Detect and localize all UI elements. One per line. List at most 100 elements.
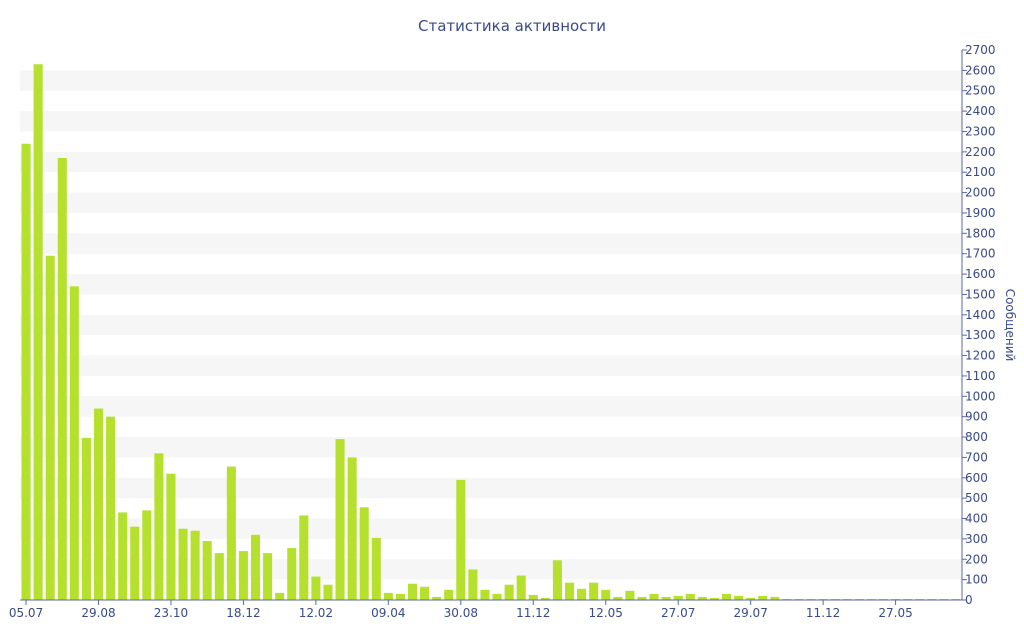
x-tick-label: 11.12 [516,606,550,620]
bar [625,590,635,600]
bar [734,595,744,600]
bar [118,512,128,600]
grid-band [20,274,962,295]
x-tick-label: 29.08 [81,606,115,620]
bar [69,286,79,600]
bars-group [21,64,961,601]
bar [33,64,43,600]
bar [540,597,550,600]
bar [371,537,381,600]
y-tick-label: 900 [965,410,988,424]
grid-band [20,314,962,336]
x-tick-label: 18.12 [226,606,260,620]
grid-band [20,437,962,458]
y-tick-label: 1100 [965,369,996,383]
grid-band [20,477,962,499]
y-tick-label: 200 [965,552,988,566]
bar [420,586,430,600]
y-tick-label: 600 [965,471,988,485]
y-tick-label: 2600 [965,63,996,77]
bar [383,592,393,600]
bar [504,584,514,600]
y-tick-label: 1800 [965,226,996,240]
grid-band [20,233,962,254]
x-axis-ticks: 05.07 29.08 23.10 18.12 12.02 09.04 30.08 11.12… [9,600,913,620]
x-tick-label: 29.07 [733,606,767,620]
grid-bands [20,70,962,580]
grid-band [20,518,962,539]
x-tick-label: 05.07 [9,606,43,620]
bar [637,596,647,600]
bar [154,453,164,600]
bar [238,551,248,600]
y-tick-label: 1500 [965,287,996,301]
bar [347,457,357,600]
bar [601,589,611,600]
bar [866,598,876,600]
bar [661,596,671,600]
bar [830,598,840,600]
bar [903,598,913,600]
bar [613,596,623,600]
bar [927,598,937,600]
y-tick-label: 1600 [965,267,996,281]
x-tick-label: 27.07 [661,606,695,620]
bar [673,595,683,600]
bar [142,510,152,600]
bar [287,548,297,600]
bar [842,598,852,600]
grid-band [20,396,962,417]
y-tick-label: 1200 [965,349,996,363]
bar [166,473,176,600]
bar [21,143,31,600]
y-tick-label: 2500 [965,84,996,98]
y-tick-label: 2000 [965,186,996,200]
y-tick-label: 2200 [965,145,996,159]
grid-band [20,355,962,376]
bar [806,598,816,600]
bar [57,157,67,600]
x-tick-label: 30.08 [444,606,478,620]
y-tick-label: 1400 [965,308,996,322]
bar [45,255,55,601]
y-tick-label: 400 [965,512,988,526]
y-tick-label: 700 [965,450,988,464]
bar [721,593,732,600]
y-tick-label: 500 [965,491,988,505]
y-axis-ticks: 0 100 200 300 400 500 600 700 800 900 1000 1100 1200… [962,43,996,607]
bar [564,582,575,600]
bar [432,596,442,600]
bar [770,596,780,600]
bar [528,594,538,600]
x-tick-label: 23.10 [154,606,188,620]
bar [178,528,188,600]
bar [589,582,599,600]
bar [395,593,405,600]
bar [275,592,285,600]
y-tick-label: 300 [965,532,988,546]
y-tick-label: 1000 [965,389,996,403]
y-tick-label: 1300 [965,328,996,342]
x-tick-label: 11.12 [806,606,840,620]
grid-band [20,70,962,91]
bar [263,553,273,600]
bar [891,598,901,600]
x-tick-label: 12.02 [299,606,333,620]
y-tick-label: 2700 [965,43,996,57]
bar [130,526,140,600]
y-tick-label: 0 [965,593,973,607]
bar [685,593,695,600]
bar [202,540,212,600]
x-tick-label: 27.05 [878,606,912,620]
bar [782,598,792,600]
grid-band [20,151,962,173]
bar [854,598,864,600]
bar [335,439,345,600]
bar [878,598,889,600]
bar [93,408,104,600]
bar [299,515,309,600]
bar [794,598,804,600]
chart-title: Статистика активности [418,17,606,35]
bar [468,569,478,600]
